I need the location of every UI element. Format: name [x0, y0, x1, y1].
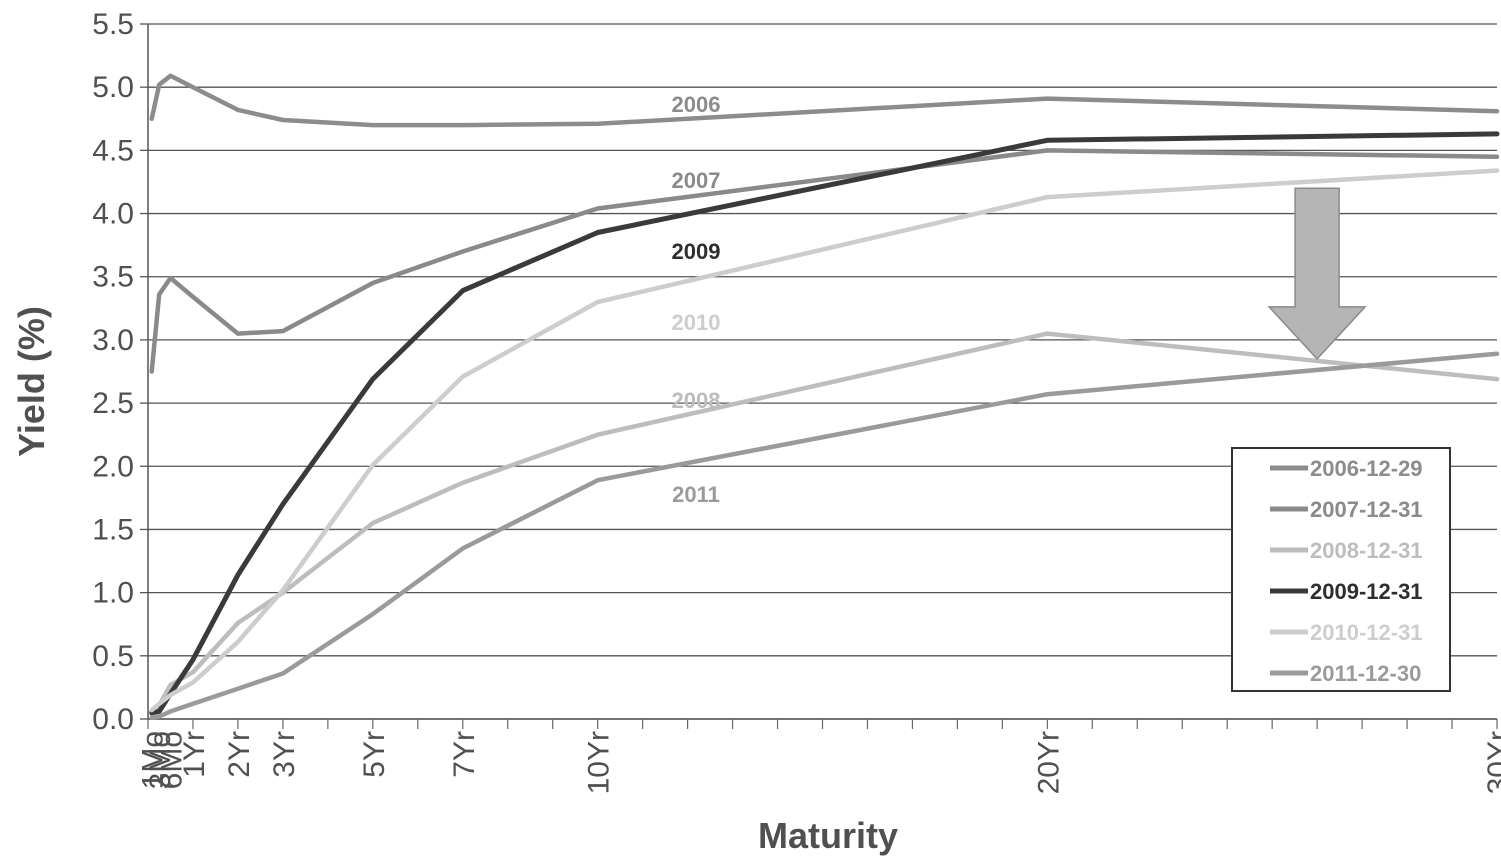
y-tick-label: 5.0 — [92, 71, 134, 104]
y-tick-label: 2.0 — [92, 450, 134, 483]
legend: 2006-12-29 2007-12-31 2008-12-31 2009-12-31… — [1231, 447, 1451, 692]
y-tick-label: 0.5 — [92, 640, 134, 673]
legend-entry-2007: 2007-12-31 — [1310, 497, 1423, 522]
series-line-2007 — [149, 148, 1500, 374]
x-tick-label: 7Yr — [448, 731, 481, 778]
y-tick-label: 5.5 — [92, 8, 134, 41]
series-label-2008: 2008 — [672, 388, 721, 413]
y-tick-label: 4.0 — [92, 198, 134, 231]
y-tick-label: 1.0 — [92, 577, 134, 610]
series-labels: 2006 2007 2008 2009 2010 2011 — [672, 92, 721, 507]
y-tick-label: 3.5 — [92, 261, 134, 294]
annotation-arrow — [1267, 187, 1367, 361]
x-tick-label: 2Yr — [223, 731, 256, 778]
y-axis-title: Yield (%) — [11, 306, 52, 457]
series-label-2006: 2006 — [672, 92, 721, 117]
x-tick-label: 1Yr — [178, 731, 211, 778]
legend-entry-2009: 2009-12-31 — [1310, 579, 1423, 604]
x-tick-label: 20Yr — [1032, 731, 1065, 794]
x-tick-label: 5Yr — [358, 731, 391, 778]
down-arrow-icon — [1267, 187, 1367, 361]
x-tick-label: 6Mo — [155, 731, 188, 789]
legend-entry-2008: 2008-12-31 — [1310, 538, 1423, 563]
axes: 0.00.51.01.52.02.53.03.54.04.55.05.51Mo3… — [92, 8, 1501, 794]
x-tick-label: 3Mo — [144, 731, 177, 789]
series-lines — [149, 73, 1500, 720]
x-tick-label: 30Yr — [1482, 731, 1501, 794]
series-line-2006 — [149, 73, 1500, 128]
series-label-2009: 2009 — [672, 239, 721, 264]
legend-box — [1231, 447, 1451, 692]
x-tick-label: 1Mo — [137, 731, 170, 789]
y-tick-label: 0.0 — [92, 703, 134, 736]
legend-entry-2011: 2011-12-30 — [1310, 661, 1421, 686]
legend-entry-2006: 2006-12-29 — [1310, 456, 1423, 481]
series-label-2010: 2010 — [672, 310, 721, 335]
series-line-2011 — [149, 351, 1500, 720]
y-tick-label: 2.5 — [92, 387, 134, 420]
y-tick-label: 3.0 — [92, 324, 134, 357]
series-label-2011: 2011 — [672, 482, 720, 507]
series-line-2010 — [149, 168, 1500, 713]
series-label-2007: 2007 — [672, 168, 721, 193]
grid-lines — [148, 23, 1497, 720]
legend-entry-2010: 2010-12-31 — [1310, 620, 1423, 645]
x-tick-label: 3Yr — [268, 731, 301, 778]
y-tick-label: 1.5 — [92, 513, 134, 546]
y-tick-label: 4.5 — [92, 134, 134, 167]
x-tick-label: 10Yr — [583, 731, 616, 794]
x-axis-title: Maturity — [758, 815, 898, 856]
